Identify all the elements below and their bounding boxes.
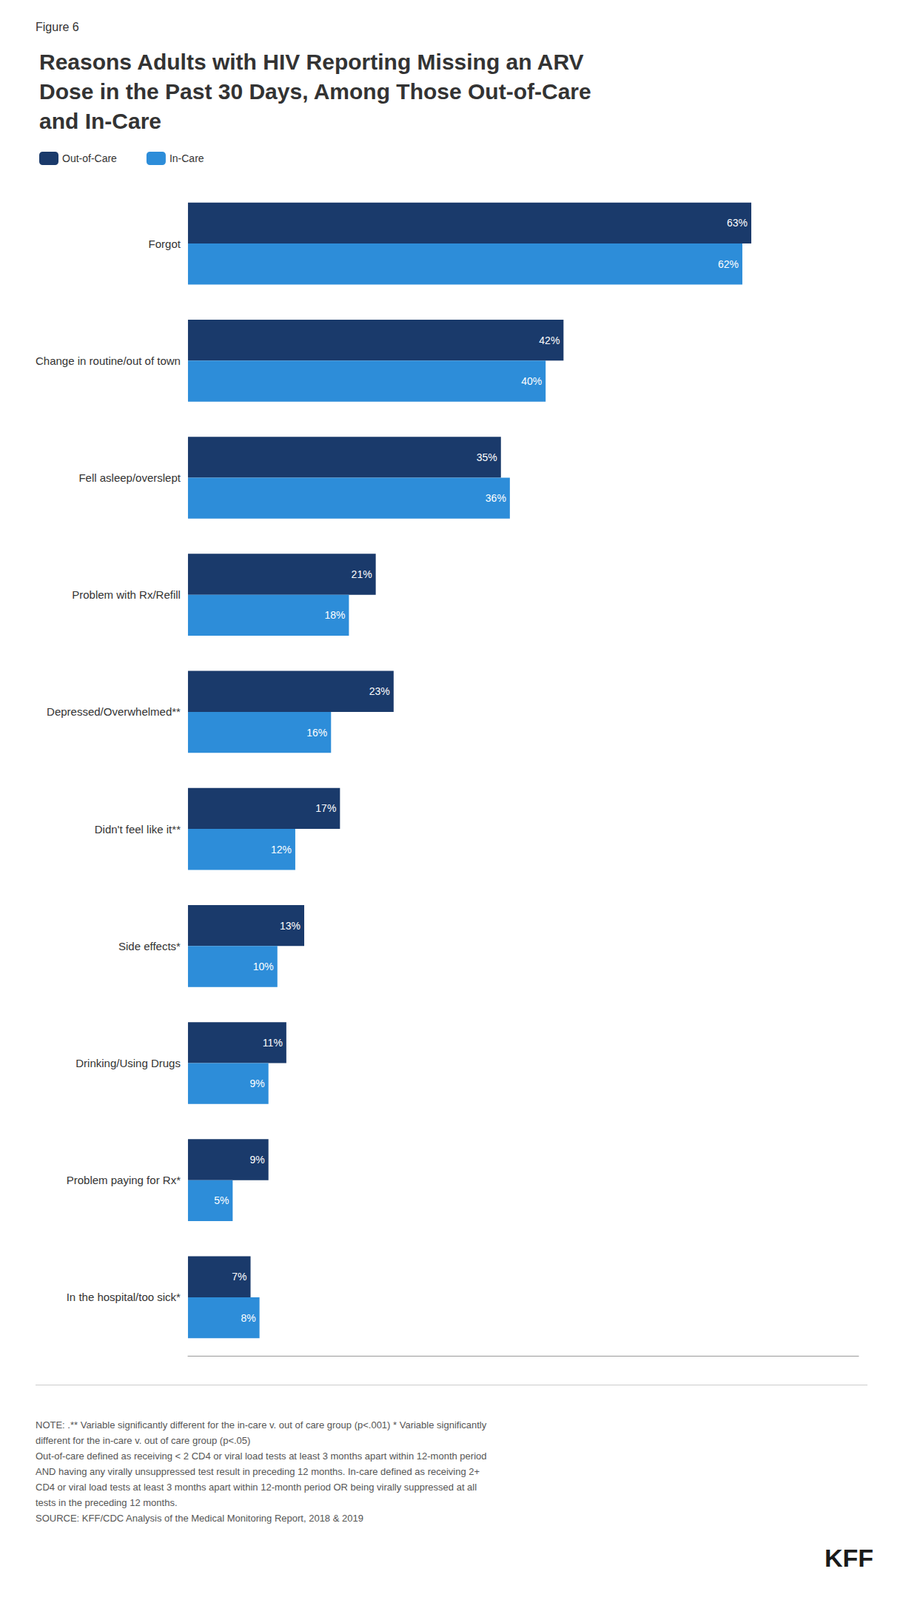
svg-text:Drinking/Using Drugs: Drinking/Using Drugs xyxy=(75,1056,181,1070)
svg-text:KFF: KFF xyxy=(824,1543,874,1573)
svg-text:different for the in-care v. o: different for the in-care v. out of care… xyxy=(35,1435,251,1447)
svg-text:AND having any virally unsuppr: AND having any virally unsuppressed test… xyxy=(35,1466,480,1478)
svg-text:18%: 18% xyxy=(324,609,345,621)
svg-text:23%: 23% xyxy=(369,685,391,698)
svg-text:Forgot: Forgot xyxy=(148,237,182,251)
svg-text:11%: 11% xyxy=(262,1036,283,1049)
svg-text:62%: 62% xyxy=(717,258,739,271)
svg-text:Change in routine/out of town: Change in routine/out of town xyxy=(35,354,181,368)
svg-text:Didn't feel like it**: Didn't feel like it** xyxy=(94,823,181,836)
svg-text:8%: 8% xyxy=(240,1312,256,1325)
svg-text:12%: 12% xyxy=(270,843,292,856)
svg-text:Out-of-care defined as receivi: Out-of-care defined as receiving < 2 CD4… xyxy=(35,1450,488,1462)
svg-text:tests in the preceding 12 mont: tests in the preceding 12 months. xyxy=(35,1497,178,1509)
svg-text:63%: 63% xyxy=(726,216,748,229)
svg-text:Fell asleep/overslept: Fell asleep/overslept xyxy=(78,471,181,485)
svg-text:Problem paying for Rx*: Problem paying for Rx* xyxy=(66,1173,181,1187)
svg-text:40%: 40% xyxy=(521,375,542,388)
svg-text:9%: 9% xyxy=(249,1153,265,1166)
svg-text:35%: 35% xyxy=(476,451,498,464)
svg-text:13%: 13% xyxy=(279,920,301,932)
svg-text:16%: 16% xyxy=(306,726,328,739)
svg-text:CD4 or viral load tests at lea: CD4 or viral load tests at least 3 month… xyxy=(35,1481,477,1493)
svg-text:7%: 7% xyxy=(231,1270,247,1283)
svg-text:5%: 5% xyxy=(213,1194,229,1207)
svg-text:42%: 42% xyxy=(538,334,560,347)
svg-text:9%: 9% xyxy=(249,1077,265,1090)
svg-text:36%: 36% xyxy=(485,492,507,505)
svg-text:and In-Care: and In-Care xyxy=(39,108,162,134)
svg-text:Dose in the Past 30 Days, Amon: Dose in the Past 30 Days, Among Those Ou… xyxy=(39,79,592,104)
svg-text:Out-of-Care: Out-of-Care xyxy=(62,152,117,165)
svg-text:Reasons Adults with HIV Report: Reasons Adults with HIV Reporting Missin… xyxy=(39,49,584,75)
svg-text:Side effects*: Side effects* xyxy=(118,940,181,953)
svg-text:21%: 21% xyxy=(351,568,373,581)
svg-text:SOURCE: KFF/CDC Analysis of th: SOURCE: KFF/CDC Analysis of the Medical … xyxy=(35,1512,364,1524)
svg-text:Figure 6: Figure 6 xyxy=(35,20,80,34)
svg-text:In-Care: In-Care xyxy=(169,152,205,165)
svg-text:17%: 17% xyxy=(315,802,337,815)
svg-text:NOTE: .** Variable significant: NOTE: .** Variable significantly differe… xyxy=(35,1419,488,1431)
svg-text:In the hospital/too sick*: In the hospital/too sick* xyxy=(66,1290,181,1304)
svg-text:Depressed/Overwhelmed**: Depressed/Overwhelmed** xyxy=(46,705,181,718)
svg-text:10%: 10% xyxy=(253,960,274,973)
svg-text:Problem with Rx/Refill: Problem with Rx/Refill xyxy=(71,588,181,602)
